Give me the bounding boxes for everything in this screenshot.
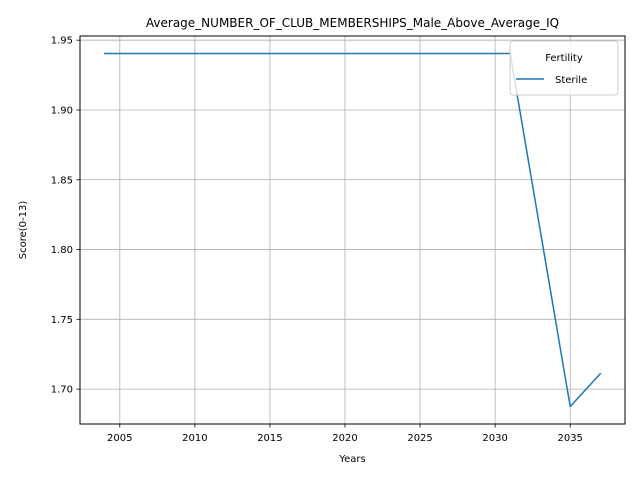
plot-frame: [79, 35, 626, 425]
y-axis: 1.70 1.75 1.80 1.85 1.90 1.95: [51, 36, 80, 396]
y-tick-label: 1.95: [51, 36, 73, 47]
x-tick-label: 2015: [257, 433, 282, 444]
x-axis-label: Years: [338, 454, 365, 465]
y-tick-label: 1.80: [51, 245, 73, 256]
legend-box: [509, 40, 619, 96]
grid: [80, 36, 625, 424]
x-tick-label: 2025: [407, 433, 432, 444]
x-tick-label: 2010: [182, 433, 207, 444]
y-tick-label: 1.75: [51, 315, 73, 326]
y-tick-label: 1.70: [51, 385, 73, 396]
chart-title: Average_NUMBER_OF_CLUB_MEMBERSHIPS_Male_…: [146, 16, 559, 30]
y-axis-label: Score(0-13): [18, 201, 29, 260]
legend-label-sterile: Sterile: [555, 75, 587, 86]
x-tick-label: 2020: [332, 433, 357, 444]
y-tick-label: 1.85: [51, 175, 73, 186]
x-tick-label: 2005: [107, 433, 132, 444]
legend-title: Fertility: [545, 53, 583, 64]
y-tick-label: 1.90: [51, 105, 73, 116]
series-line-sterile: [104, 52, 602, 408]
x-tick-label: 2035: [557, 433, 582, 444]
x-tick-label: 2030: [482, 433, 507, 444]
series-layer: [104, 52, 602, 408]
legend: Fertility Sterile: [509, 40, 619, 96]
x-axis: 2005 2010 2015 2020 2025 2030 2035: [107, 424, 583, 444]
